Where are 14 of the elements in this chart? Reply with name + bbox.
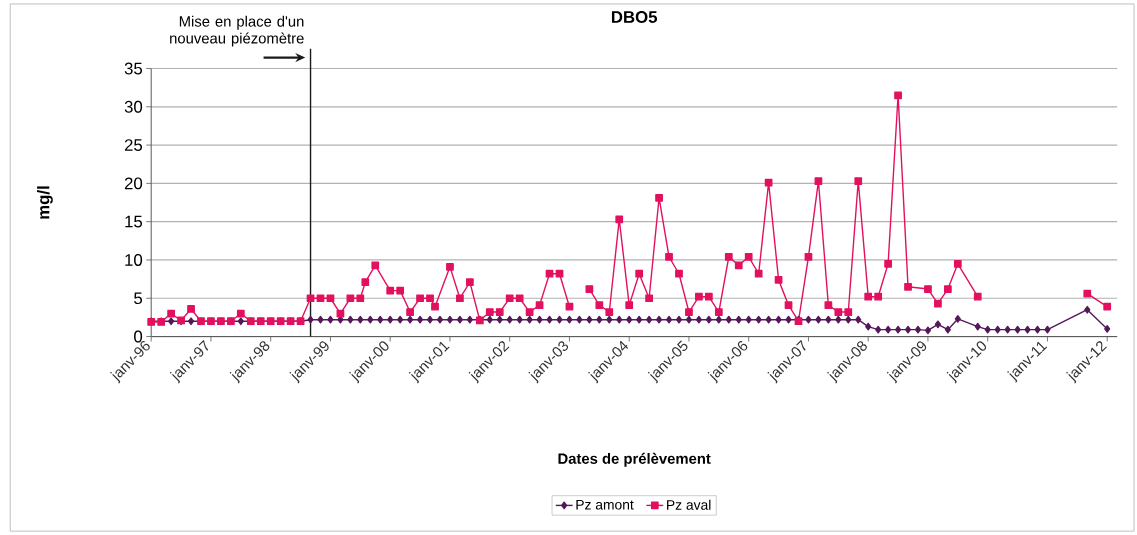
chart-title: DBO5: [611, 11, 658, 23]
y-tick-label: 0: [134, 330, 143, 343]
ref-line-label: Mise en place d'un nouveau piézomètre: [170, 15, 304, 47]
x-axis-title: Dates de prélèvement: [558, 452, 711, 467]
y-tick-label: 25: [124, 139, 143, 151]
y-tick-label: 5: [134, 292, 143, 305]
y-tick-label: 15: [125, 215, 143, 228]
y-tick-label: 35: [124, 62, 143, 75]
legend-label: Pz aval: [667, 499, 711, 510]
legend-label: Pz amont: [576, 499, 634, 510]
y-tick-label: 20: [124, 177, 143, 190]
y-axis-title: mg/l: [37, 186, 53, 219]
y-tick-label: 30: [124, 100, 143, 113]
y-tick-label: 10: [125, 253, 143, 266]
